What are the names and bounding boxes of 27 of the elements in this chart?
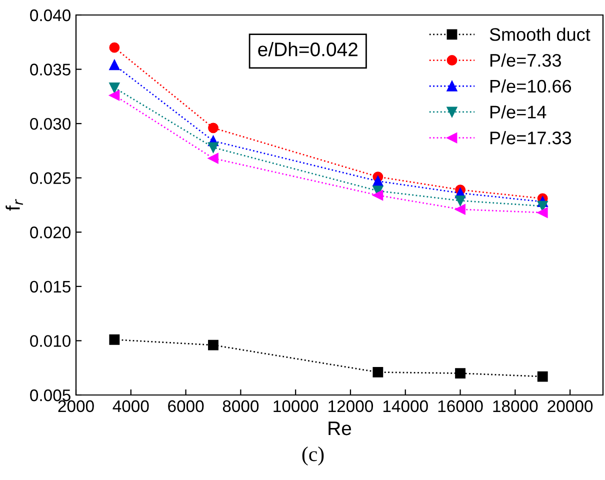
y-tick-label: 0.010 — [30, 335, 70, 347]
annotation: e/Dh=0.042 — [258, 42, 358, 56]
x-tick-label: 16000 — [438, 400, 483, 412]
y-tick-label: 0.030 — [30, 118, 70, 130]
y-tick-label: 0.040 — [30, 9, 70, 22]
y-axis-title: f$_{r}$ — [6, 199, 23, 211]
x-tick-label: 20000 — [548, 400, 593, 412]
x-tick-label: 10000 — [274, 400, 318, 412]
legend-label: P/e=7.33 — [490, 54, 561, 67]
x-tick-label: 8000 — [222, 400, 259, 412]
x-tick-label: 12000 — [328, 400, 374, 412]
x-tick-label: 4000 — [112, 400, 149, 412]
legend-label: P/e=14 — [490, 105, 546, 118]
y-tick-label: 0.035 — [30, 64, 70, 76]
text: (c) — [302, 446, 324, 466]
x-axis-title: Re — [328, 422, 352, 436]
x-tick-label: 2000 — [58, 400, 94, 412]
y-tick-label: 0.005 — [30, 389, 70, 402]
y-tick-label: 0.015 — [30, 280, 70, 293]
x-tick-label: 6000 — [168, 400, 204, 412]
x-tick-label: 18000 — [493, 400, 538, 412]
x-tick-label: 14000 — [383, 400, 428, 412]
y-tick-label: 0.025 — [30, 172, 70, 184]
legend-label: P/e=17.33 — [490, 131, 572, 144]
legend-label: Smooth duct — [490, 28, 590, 41]
y-tick-label: 0.020 — [30, 226, 70, 238]
legend-label: P/e=10.66 — [490, 79, 572, 93]
